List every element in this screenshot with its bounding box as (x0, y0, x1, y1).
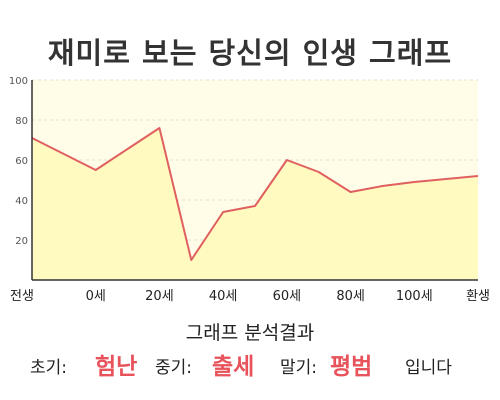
x-tick-label: 전생 (10, 289, 34, 304)
analysis-result: 초기: 험난 중기: 출세 말기: 평범 입니다 (0, 345, 500, 385)
x-tick-label: 40세 (209, 289, 238, 304)
y-tick-label: 60 (15, 156, 28, 167)
x-tick-label: 환생 (466, 289, 490, 304)
series-area (32, 128, 478, 280)
y-tick-label: 100 (9, 76, 28, 87)
y-tick-label: 40 (15, 196, 28, 207)
y-tick-label: 80 (15, 116, 28, 127)
middle-label: 중기: (155, 358, 193, 378)
early-label: 초기: (30, 358, 68, 378)
analysis-title: 그래프 분석결과 (185, 322, 315, 344)
early-value: 험난 (95, 354, 138, 380)
y-tick-label: 20 (15, 236, 28, 247)
series-line (31, 127, 479, 261)
late-label: 말기: (280, 358, 318, 378)
x-tick-label: 100세 (396, 289, 433, 304)
chart-title: 재미로 보는 당신의 인생 그래프 (47, 36, 453, 70)
x-tick-label: 60세 (273, 289, 302, 304)
x-tick-label: 80세 (336, 289, 365, 304)
x-tick-label: 20세 (145, 289, 174, 304)
middle-value: 출세 (212, 354, 255, 380)
x-tick-label: 0세 (86, 289, 106, 304)
ending-text: 입니다 (405, 358, 452, 378)
late-value: 평범 (330, 354, 373, 380)
life-graph-chart: 100 80 60 40 20 전생 0세 20세 40세 60세 80세 100세 환생 (9, 76, 490, 304)
